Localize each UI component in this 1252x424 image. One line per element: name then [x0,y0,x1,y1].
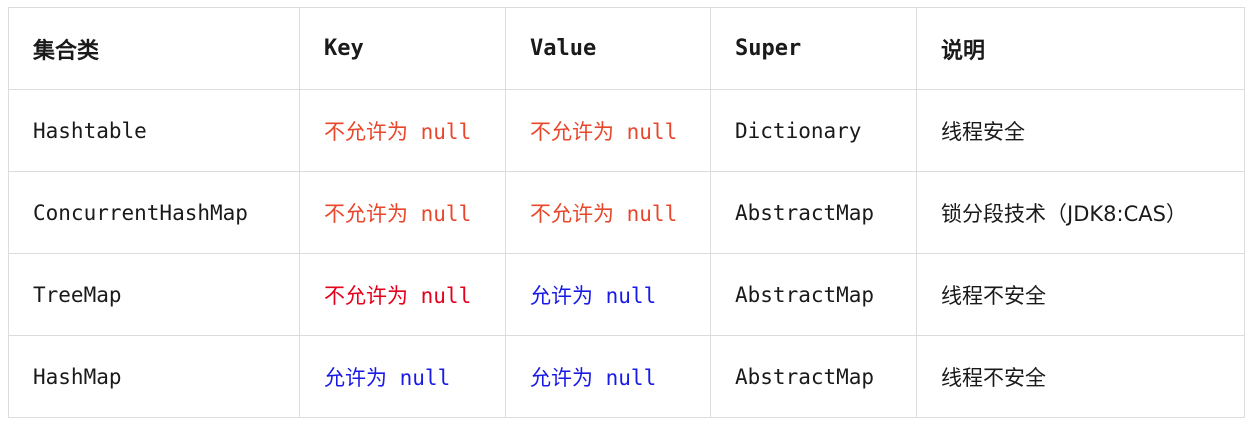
cell-key: 不允许为 null [299,253,506,336]
cell-note: 线程安全 [916,89,1245,172]
header-description: 说明 [916,7,1245,90]
cell-value: 允许为 null [505,253,711,336]
cell-super: AbstractMap [710,171,917,254]
cell-note: 锁分段技术（JDK8:CAS） [916,171,1245,254]
cell-super: AbstractMap [710,335,917,418]
cell-value: 不允许为 null [505,89,711,172]
cell-class: HashMap [8,335,300,418]
collection-comparison-table-container: 集合类 Key Value Super 说明 Hashtable 不允许为 nu… [8,7,1245,418]
header-value: Value [505,7,711,90]
table-row: TreeMap 不允许为 null 允许为 null AbstractMap 线… [8,253,1245,336]
cell-class: ConcurrentHashMap [8,171,300,254]
table-row: Hashtable 不允许为 null 不允许为 null Dictionary… [8,89,1245,172]
cell-note: 线程不安全 [916,335,1245,418]
header-super: Super [710,7,917,90]
cell-note: 线程不安全 [916,253,1245,336]
table-header-row: 集合类 Key Value Super 说明 [8,7,1245,90]
cell-value: 允许为 null [505,335,711,418]
cell-key: 允许为 null [299,335,506,418]
cell-key: 不允许为 null [299,89,506,172]
cell-value: 不允许为 null [505,171,711,254]
collection-comparison-table: 集合类 Key Value Super 说明 Hashtable 不允许为 nu… [8,7,1245,418]
cell-key: 不允许为 null [299,171,506,254]
table-row: HashMap 允许为 null 允许为 null AbstractMap 线程… [8,335,1245,418]
cell-class: TreeMap [8,253,300,336]
cell-super: AbstractMap [710,253,917,336]
header-key: Key [299,7,506,90]
table-row: ConcurrentHashMap 不允许为 null 不允许为 null Ab… [8,171,1245,254]
cell-super: Dictionary [710,89,917,172]
cell-class: Hashtable [8,89,300,172]
header-collection-class: 集合类 [8,7,300,90]
